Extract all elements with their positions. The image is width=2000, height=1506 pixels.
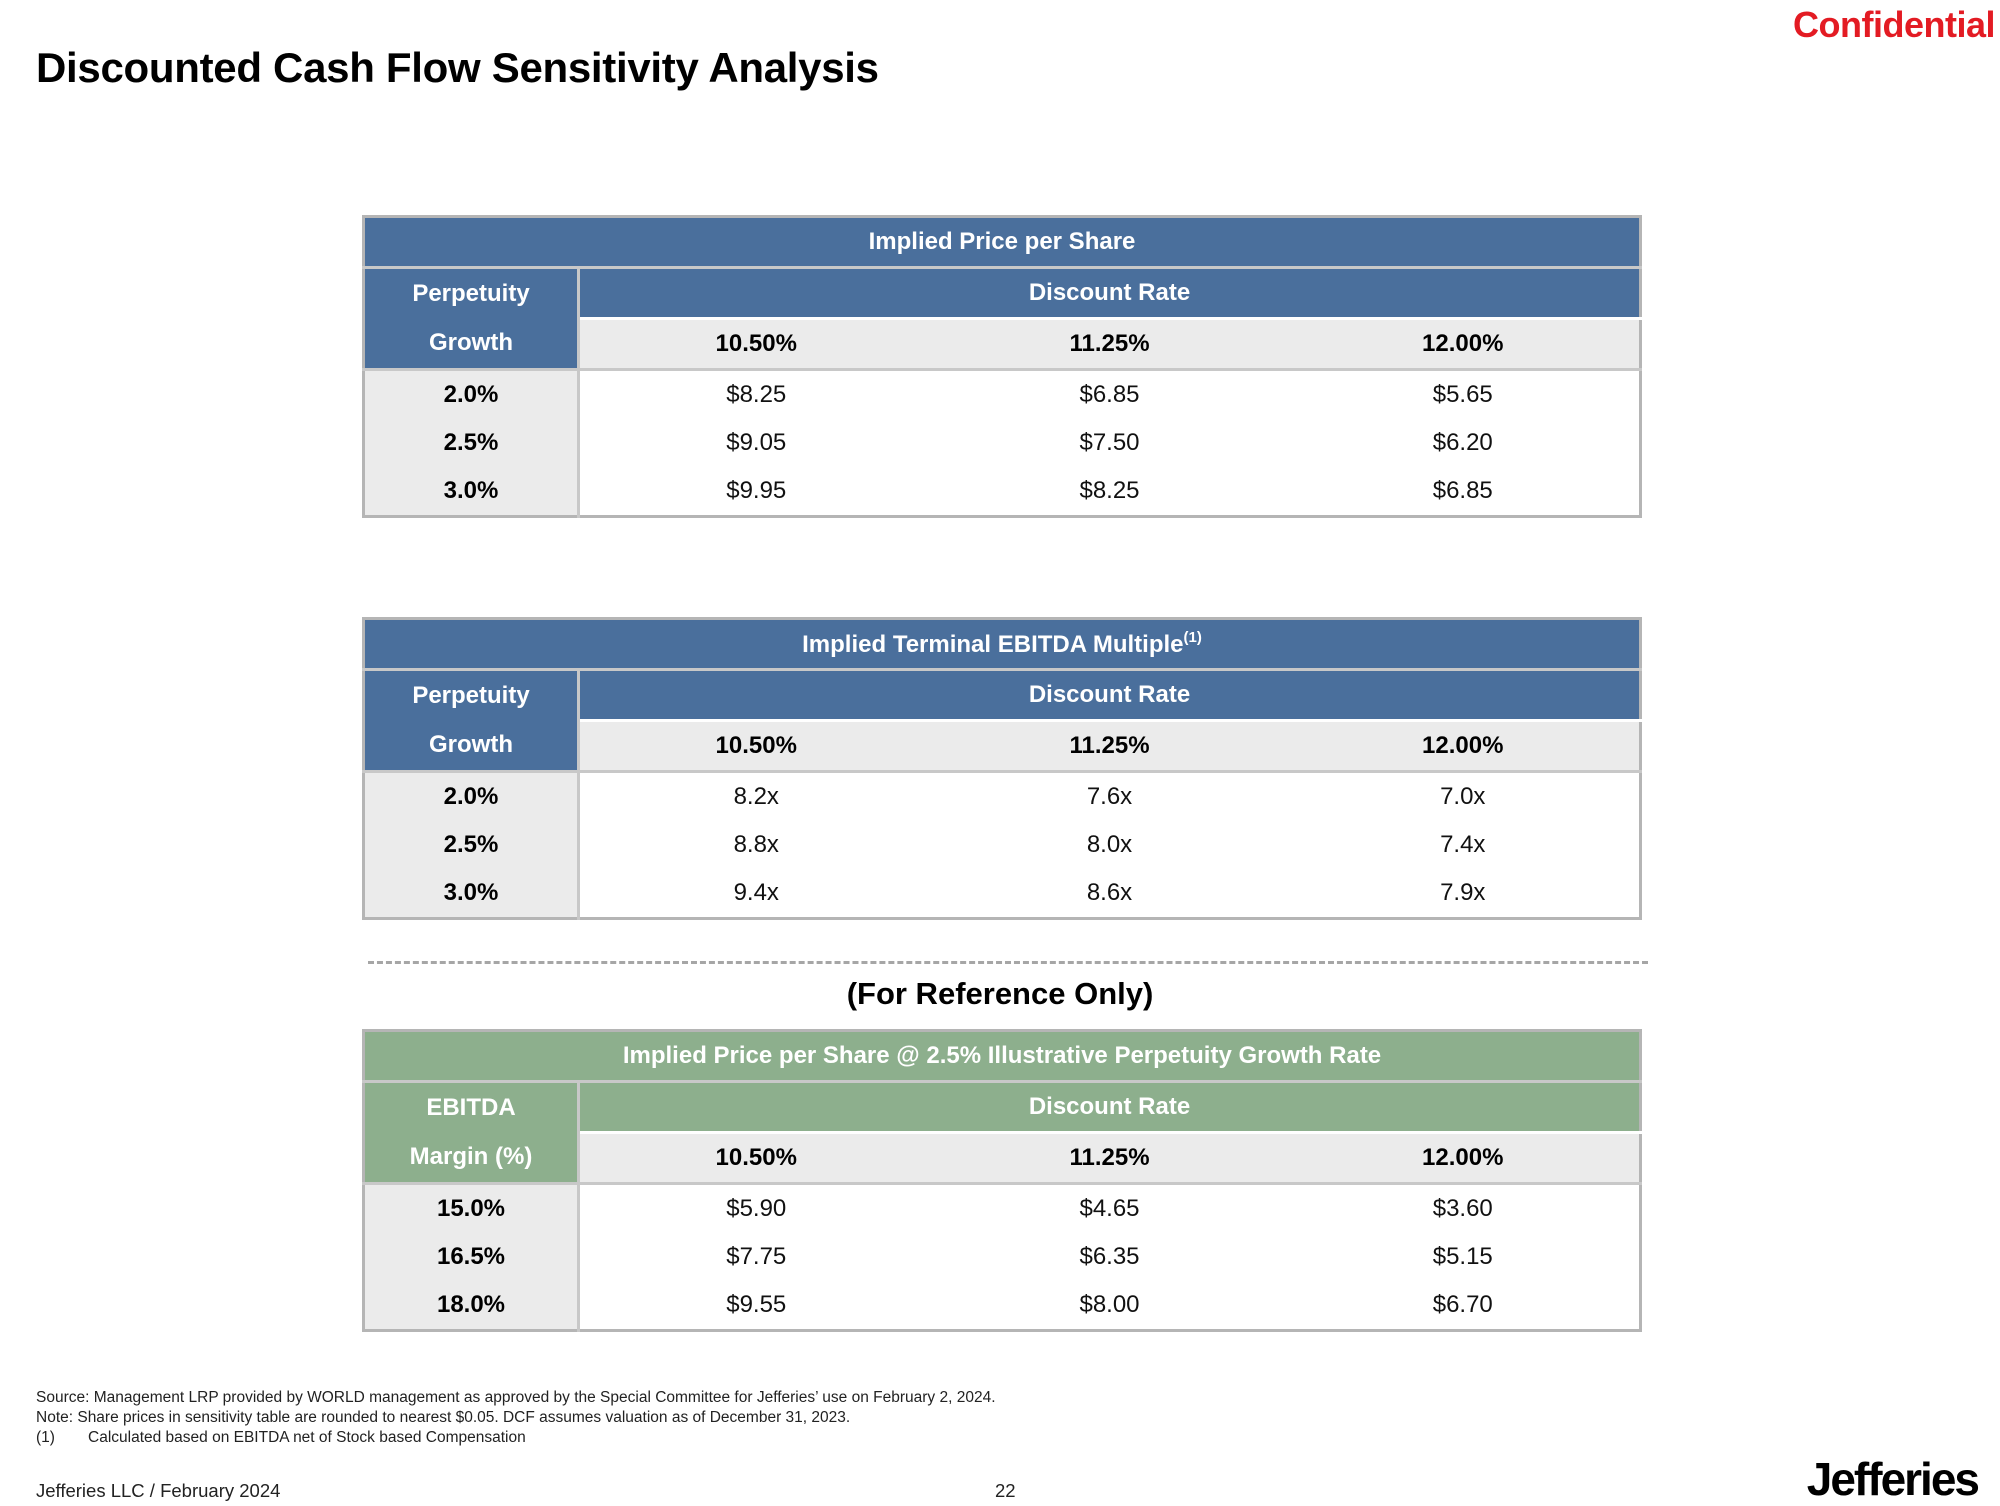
table-cell: $4.65 [1079,1195,1140,1222]
table-row: 2.5% 8.8x 8.0x 7.4x [363,821,1641,869]
table-cell: $5.90 [726,1195,787,1222]
source-notes: Source: Management LRP provided by WORLD… [36,1388,996,1448]
rate-header: 10.50% [578,318,933,371]
note-line: Note: Share prices in sensitivity table … [36,1409,851,1426]
rate-header: 12.00% [1286,1132,1641,1185]
row-label-line1: Perpetuity [363,669,580,721]
row-label-line2: Growth [363,720,580,773]
table-cell: $9.05 [726,429,787,456]
discount-rate-header: Discount Rate [578,267,1641,320]
row-label: 3.0% [363,869,580,919]
row-label: 2.5% [363,419,580,467]
table-cell: 7.9x [1440,879,1486,906]
footnote-line: (1) Calculated based on EBITDA net of Sto… [36,1428,996,1448]
dashed-divider [368,961,1648,964]
table-cell: $8.25 [726,381,787,408]
table-cell: 7.0x [1440,783,1486,810]
table-row: 2.0% 8.2x 7.6x 7.0x [363,771,1641,821]
table-cell: $6.20 [1432,429,1493,456]
row-label-line2: Growth [363,318,580,371]
row-label: 15.0% [363,1183,580,1233]
table-cell: 7.6x [1086,783,1133,810]
table-cell: 8.0x [1086,831,1133,858]
row-label: 2.0% [363,771,580,821]
rate-header: 10.50% [578,720,933,773]
row-label-line2: Margin (%) [363,1132,580,1185]
row-label: 2.5% [363,821,580,869]
table-cell: 8.8x [733,831,779,858]
table-row: 3.0% 9.4x 8.6x 7.9x [363,869,1641,919]
row-label: 2.0% [363,369,580,419]
table-row: 2.5% $9.05 $7.50 $6.20 [363,419,1641,467]
table-title: Implied Price per Share [363,216,1641,269]
table-cell: 9.4x [733,879,779,906]
table-cell: $9.95 [726,477,787,504]
footnote-text: Calculated based on EBITDA net of Stock … [88,1429,526,1446]
table-cell: 7.4x [1440,831,1486,858]
row-label: 18.0% [363,1281,580,1331]
table-cell: $8.25 [1079,477,1140,504]
row-label-line1: EBITDA [363,1081,580,1133]
table-cell: $6.85 [1432,477,1493,504]
table-row: 16.5% $7.75 $6.35 $5.15 [363,1233,1641,1281]
row-label: 16.5% [363,1233,580,1281]
table-row: 15.0% $5.90 $4.65 $3.60 [363,1183,1641,1233]
table-cell: 8.6x [1086,879,1133,906]
table-cell: $6.70 [1432,1291,1493,1318]
table-row: 3.0% $9.95 $8.25 $6.85 [363,467,1641,517]
table-cell: $6.35 [1079,1243,1140,1270]
page-number: 22 [995,1480,1016,1501]
table-cell: $5.65 [1432,381,1493,408]
footer-company-date: Jefferies LLC / February 2024 [36,1480,281,1501]
row-label: 3.0% [363,467,580,517]
table-title: Implied Price per Share @ 2.5% Illustrat… [363,1030,1641,1083]
footnote-number: (1) [36,1429,55,1446]
page-title: Discounted Cash Flow Sensitivity Analysi… [36,44,879,91]
price-per-share-table: Implied Price per Share Perpetuity Disco… [362,215,1642,518]
rate-header: 12.00% [1286,720,1641,773]
rate-header: 11.25% [932,318,1287,371]
discount-rate-header: Discount Rate [578,669,1641,722]
rate-header: 11.25% [932,720,1287,773]
table-row: 2.0% $8.25 $6.85 $5.65 [363,369,1641,419]
table-cell: $7.75 [726,1243,787,1270]
table-title: Implied Terminal EBITDA Multiple(1) [363,618,1641,671]
ebitda-margin-table: Implied Price per Share @ 2.5% Illustrat… [362,1029,1642,1332]
table-cell: $9.55 [726,1291,787,1318]
table-cell: $7.50 [1079,429,1140,456]
rate-header: 10.50% [578,1132,933,1185]
rate-header: 11.25% [932,1132,1287,1185]
jefferies-logo: Jefferies [1806,1453,1980,1505]
table-cell: 8.2x [733,783,779,810]
table-row: 18.0% $9.55 $8.00 $6.70 [363,1281,1641,1331]
ebitda-multiple-table: Implied Terminal EBITDA Multiple(1) Perp… [362,617,1642,920]
rate-header: 12.00% [1286,318,1641,371]
table-cell: $5.15 [1432,1243,1493,1270]
confidential-label: Confidential [1793,4,1995,45]
footnote-marker: (1) [1183,629,1202,646]
source-line: Source: Management LRP provided by WORLD… [36,1389,996,1406]
reference-title: (For Reference Only) [846,976,1154,1011]
table-cell: $3.60 [1432,1195,1493,1222]
row-label-line1: Perpetuity [363,267,580,319]
discount-rate-header: Discount Rate [578,1081,1641,1134]
table-cell: $8.00 [1079,1291,1140,1318]
table-cell: $6.85 [1079,381,1140,408]
